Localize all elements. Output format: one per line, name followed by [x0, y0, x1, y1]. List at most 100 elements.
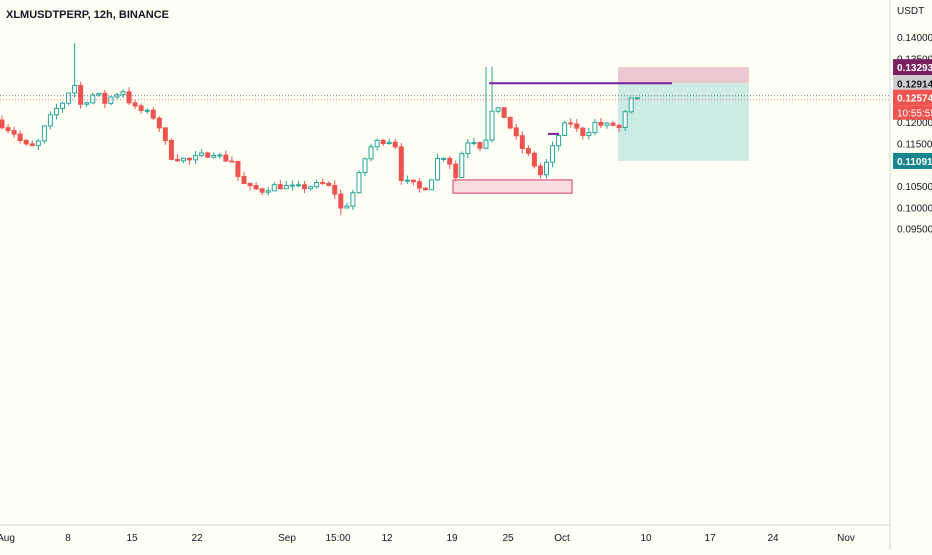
candle-body: [11, 130, 17, 135]
candle-body: [477, 142, 483, 149]
candle-body: [308, 186, 314, 190]
candle-body: [253, 185, 259, 190]
x-tick-label: Sep: [278, 533, 296, 544]
candle-body: [102, 92, 108, 104]
x-tick-label: 8: [65, 533, 71, 544]
candle-body: [562, 122, 568, 137]
candle-body: [610, 122, 616, 126]
candle-body: [193, 155, 199, 161]
candle-body: [513, 127, 519, 137]
price-tag: [893, 152, 932, 169]
candle-body: [132, 102, 138, 107]
price-tag-label: 0.13293: [897, 63, 932, 74]
x-tick-label: 10: [640, 533, 652, 544]
candle-body: [459, 153, 465, 178]
candle-body: [519, 135, 525, 150]
candle-body: [96, 92, 102, 96]
candle-body: [392, 141, 398, 148]
x-tick-label: Aug: [0, 533, 15, 544]
candle-body: [295, 184, 301, 187]
candle-body: [53, 107, 59, 116]
candle-body: [217, 154, 223, 157]
candle-body: [126, 91, 132, 104]
candle-body: [168, 140, 174, 160]
candle-body: [453, 163, 459, 178]
stop-loss-zone: [618, 67, 749, 84]
candle-body: [568, 122, 574, 125]
candle-body: [344, 205, 350, 209]
candle-body: [138, 105, 144, 111]
candle-body: [78, 85, 84, 105]
x-tick-label: 19: [446, 533, 458, 544]
candle-body: [41, 125, 47, 142]
candle-body: [465, 142, 471, 155]
candle-body: [229, 160, 235, 163]
take-profit-zone: [618, 83, 749, 161]
candle-body: [66, 92, 72, 104]
candle-body: [314, 181, 320, 188]
candle-body: [150, 109, 156, 119]
candle-body: [495, 107, 501, 112]
candle-body: [471, 142, 477, 145]
candle-body: [144, 109, 150, 112]
x-tick-label: Nov: [837, 533, 855, 544]
candle-body: [356, 172, 362, 194]
y-tick-label: 0.11500: [897, 140, 932, 151]
candle-body: [489, 110, 495, 141]
candle-body: [537, 165, 543, 176]
candle-body: [162, 127, 168, 142]
candle-body: [574, 123, 580, 129]
candle-body: [156, 117, 162, 129]
candle-body: [586, 132, 592, 136]
candle-body: [72, 85, 78, 94]
candle-body: [622, 111, 628, 129]
candle-body: [90, 94, 96, 104]
candle-body: [174, 158, 180, 162]
candle-body: [0, 119, 5, 129]
chart-title: XLMUSDTPERP, 12h, BINANCE: [6, 9, 169, 21]
candle-body: [17, 133, 23, 141]
candle-body: [447, 157, 453, 165]
candle-body: [604, 122, 610, 126]
countdown-label: 10:55:55: [897, 109, 932, 120]
candle-body: [404, 179, 410, 182]
candle-body: [429, 179, 435, 191]
candle-body: [501, 107, 507, 118]
x-tick-label: Oct: [554, 533, 570, 544]
candle-body: [332, 184, 338, 195]
candle-body: [108, 96, 114, 104]
candle-body: [338, 193, 344, 209]
candle-body: [628, 97, 634, 113]
candle-body: [544, 161, 549, 176]
candle-body: [531, 152, 537, 167]
price-tag: [893, 89, 932, 106]
candle-body: [181, 157, 186, 162]
candle-body: [199, 152, 205, 157]
candle-body: [435, 157, 441, 181]
candle-body: [598, 121, 604, 126]
candle-body: [580, 127, 586, 136]
x-tick-label: 15:00: [325, 533, 350, 544]
candle-body: [259, 188, 265, 193]
x-tick-label: 12: [381, 533, 393, 544]
candle-body: [271, 184, 277, 192]
price-tag-label: 0.12914: [897, 79, 932, 90]
candle-body: [241, 175, 247, 184]
price-tag-label: 0.12574: [897, 94, 932, 105]
candle-body: [211, 154, 217, 158]
candle-body: [368, 146, 374, 160]
candle-body: [350, 192, 356, 207]
candle-body: [187, 157, 193, 161]
candle-body: [235, 160, 241, 177]
candle-body: [616, 124, 622, 129]
candle-body: [592, 121, 598, 134]
candle-body: [326, 182, 332, 186]
candle-body: [247, 182, 253, 187]
candle-body: [289, 184, 295, 187]
candle-body: [302, 184, 307, 190]
candle-body: [483, 139, 489, 149]
candle-body: [362, 158, 368, 174]
candle-body: [410, 179, 416, 183]
